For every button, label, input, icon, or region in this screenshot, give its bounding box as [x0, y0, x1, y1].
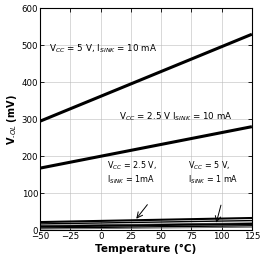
X-axis label: Temperature (°C): Temperature (°C) [95, 244, 197, 254]
Text: V$_{CC}$ = 5 V, I$_{SINK}$ = 10 mA: V$_{CC}$ = 5 V, I$_{SINK}$ = 10 mA [49, 42, 157, 55]
Y-axis label: V$_{­OL}$ (mV): V$_{­OL}$ (mV) [5, 94, 19, 145]
Text: V$_{CC}$ = 2.5 V I$_{SINK}$ = 10 mA: V$_{CC}$ = 2.5 V I$_{SINK}$ = 10 mA [119, 111, 233, 123]
Text: V$_{CC}$ = 2.5 V,
I$_{SINK}$ = 1mA: V$_{CC}$ = 2.5 V, I$_{SINK}$ = 1mA [107, 159, 157, 186]
Text: V$_{CC}$ = 5 V,
I$_{SINK}$ = 1 mA: V$_{CC}$ = 5 V, I$_{SINK}$ = 1 mA [188, 159, 238, 186]
